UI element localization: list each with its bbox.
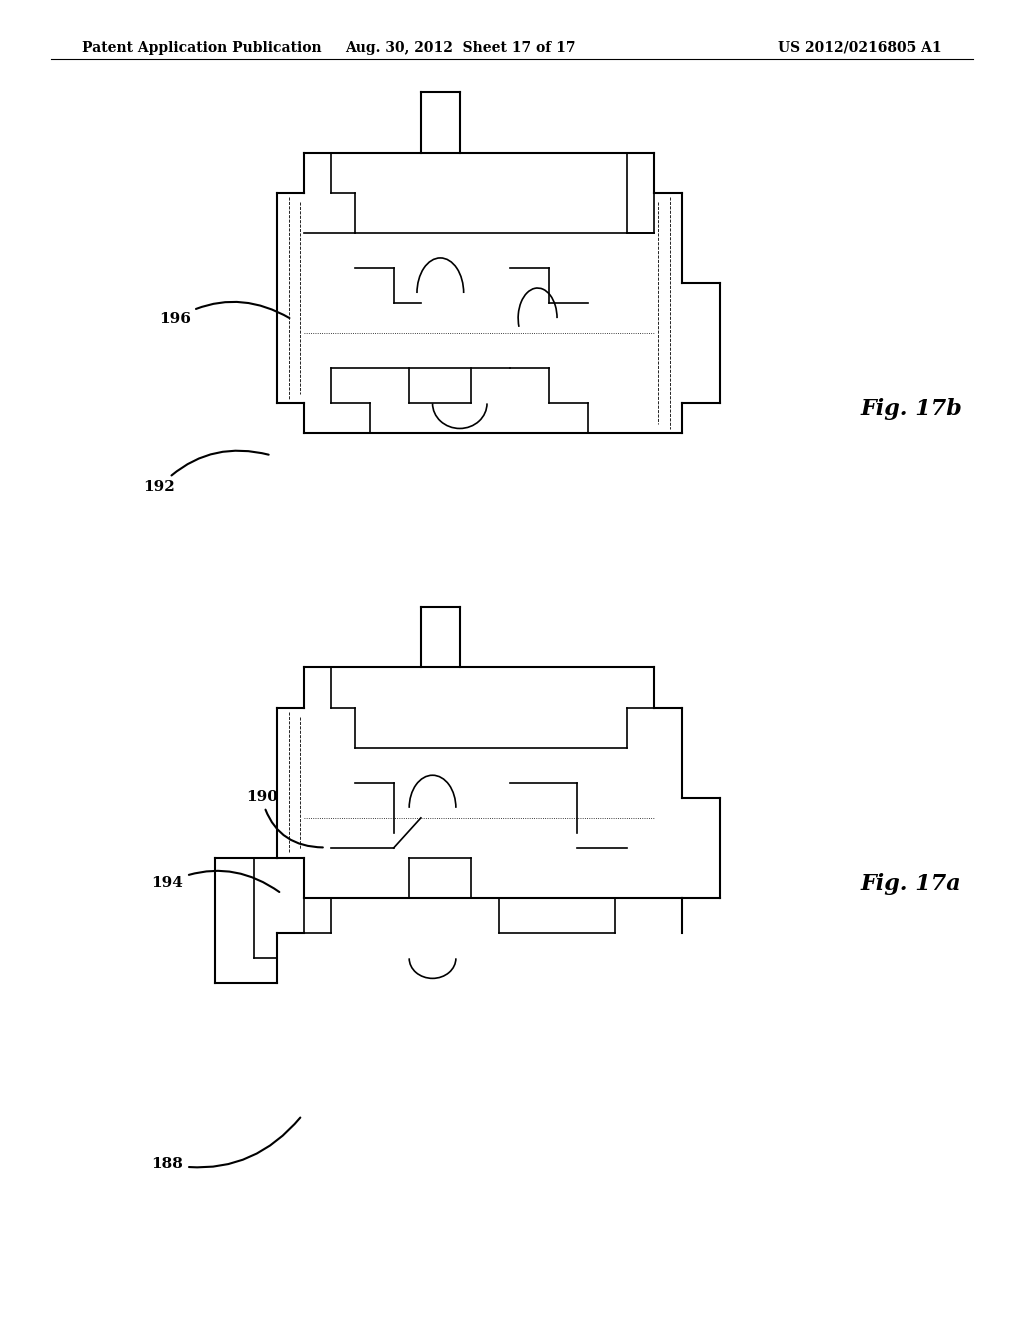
Text: Patent Application Publication: Patent Application Publication (82, 41, 322, 54)
Text: US 2012/0216805 A1: US 2012/0216805 A1 (778, 41, 942, 54)
Text: 192: 192 (143, 450, 268, 494)
Text: Fig. 17b: Fig. 17b (860, 399, 962, 420)
Text: Fig. 17a: Fig. 17a (860, 874, 961, 895)
Text: 188: 188 (152, 1118, 300, 1171)
Text: 196: 196 (159, 302, 290, 326)
Text: 194: 194 (152, 871, 280, 892)
Text: 190: 190 (246, 791, 323, 847)
Text: Aug. 30, 2012  Sheet 17 of 17: Aug. 30, 2012 Sheet 17 of 17 (345, 41, 577, 54)
